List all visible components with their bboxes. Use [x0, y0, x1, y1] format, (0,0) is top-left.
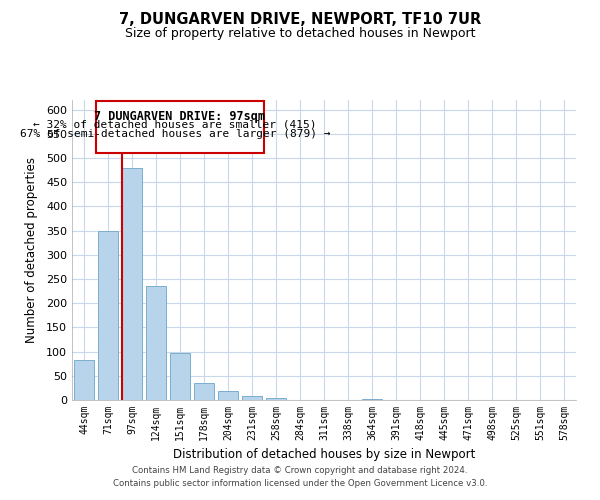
Bar: [96, 101, 264, 153]
Text: 7, DUNGARVEN DRIVE, NEWPORT, TF10 7UR: 7, DUNGARVEN DRIVE, NEWPORT, TF10 7UR: [119, 12, 481, 28]
Bar: [98, 230, 118, 400]
Bar: [362, 399, 382, 400]
Bar: [122, 168, 142, 400]
Y-axis label: Number of detached properties: Number of detached properties: [25, 157, 38, 343]
Text: Size of property relative to detached houses in Newport: Size of property relative to detached ho…: [125, 28, 475, 40]
Text: ← 32% of detached houses are smaller (415): ← 32% of detached houses are smaller (41…: [34, 120, 317, 130]
Bar: [170, 353, 190, 400]
Bar: [194, 383, 214, 400]
X-axis label: Distribution of detached houses by size in Newport: Distribution of detached houses by size …: [173, 448, 475, 462]
Bar: [266, 398, 286, 400]
Text: Contains HM Land Registry data © Crown copyright and database right 2024.
Contai: Contains HM Land Registry data © Crown c…: [113, 466, 487, 487]
Bar: [74, 360, 94, 400]
Bar: [218, 392, 238, 400]
Bar: [242, 396, 262, 400]
Bar: [146, 286, 166, 400]
Text: 7 DUNGARVEN DRIVE: 97sqm: 7 DUNGARVEN DRIVE: 97sqm: [95, 110, 265, 122]
Text: 67% of semi-detached houses are larger (879) →: 67% of semi-detached houses are larger (…: [20, 128, 331, 138]
